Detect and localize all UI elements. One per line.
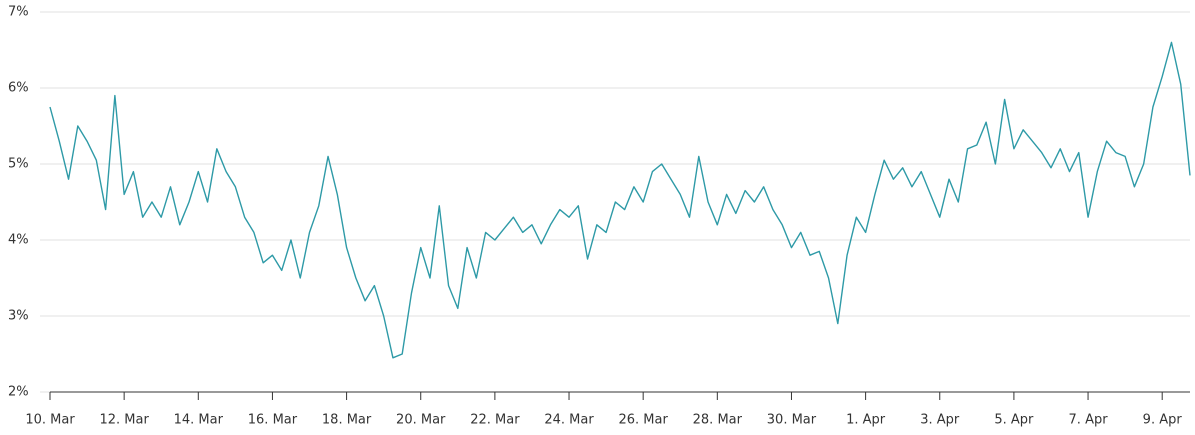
x-tick-label: 16. Mar: [248, 413, 298, 428]
x-tick-label: 9. Apr: [1143, 413, 1183, 428]
x-tick-label: 26. Mar: [618, 413, 668, 428]
y-tick-label: 3%: [8, 309, 29, 324]
x-tick-label: 5. Apr: [994, 413, 1034, 428]
x-tick-label: 7. Apr: [1069, 413, 1109, 428]
x-tick-label: 20. Mar: [396, 413, 446, 428]
x-tick-label: 3. Apr: [920, 413, 960, 428]
x-tick-label: 12. Mar: [99, 413, 149, 428]
x-tick-label: 24. Mar: [544, 413, 594, 428]
y-tick-label: 7%: [8, 5, 29, 20]
y-tick-label: 6%: [8, 81, 29, 96]
x-tick-label: 1. Apr: [846, 413, 886, 428]
x-tick-label: 18. Mar: [322, 413, 372, 428]
y-tick-label: 2%: [8, 385, 29, 400]
y-tick-label: 4%: [8, 233, 29, 248]
line-series: [49, 41, 1191, 359]
y-tick-label: 5%: [8, 157, 29, 172]
x-tick-label: 10. Mar: [25, 413, 75, 428]
x-tick-label: 30. Mar: [767, 413, 817, 428]
x-tick-label: 28. Mar: [693, 413, 743, 428]
x-tick-label: 14. Mar: [174, 413, 224, 428]
x-tick-label: 22. Mar: [470, 413, 520, 428]
